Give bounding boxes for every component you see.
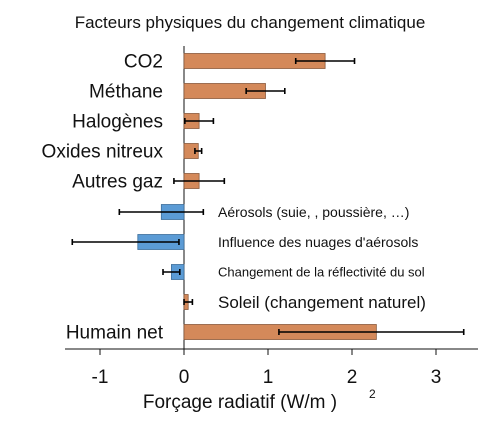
bar-label-0: CO2 — [124, 52, 163, 73]
bar-label-4: Autres gaz — [72, 172, 163, 193]
chart-title: Facteurs physiques du changement climati… — [75, 13, 426, 32]
x-tick-label-2: 1 — [263, 367, 274, 388]
x-axis-ticks: -1 0 1 2 3 — [92, 349, 442, 388]
x-tick-label-1: 0 — [179, 367, 190, 388]
bar-label-1: Méthane — [89, 82, 163, 103]
bar-label-9: Humain net — [66, 323, 164, 344]
bar-label-3: Oxides nitreux — [42, 142, 164, 163]
bar-label-6: Influence des nuages d'aérosols — [218, 234, 418, 250]
bar-label-7: Changement de la réflectivité du sol — [218, 265, 425, 280]
x-tick-label-0: -1 — [92, 367, 109, 388]
x-axis-label-superscript: 2 — [369, 387, 376, 401]
x-axis-label: Forçage radiatif (W/m ) — [143, 392, 337, 413]
x-tick-label-3: 2 — [347, 367, 358, 388]
bars-group: CO2 Méthane Halogènes Oxides nitreux Autres … — [42, 52, 465, 344]
x-tick-label-4: 3 — [431, 367, 442, 388]
bar-label-5: Aérosols (suie, , poussière, …) — [218, 204, 409, 220]
bar-label-8: Soleil (changement naturel) — [218, 293, 426, 312]
bar-label-2: Halogènes — [72, 112, 163, 133]
